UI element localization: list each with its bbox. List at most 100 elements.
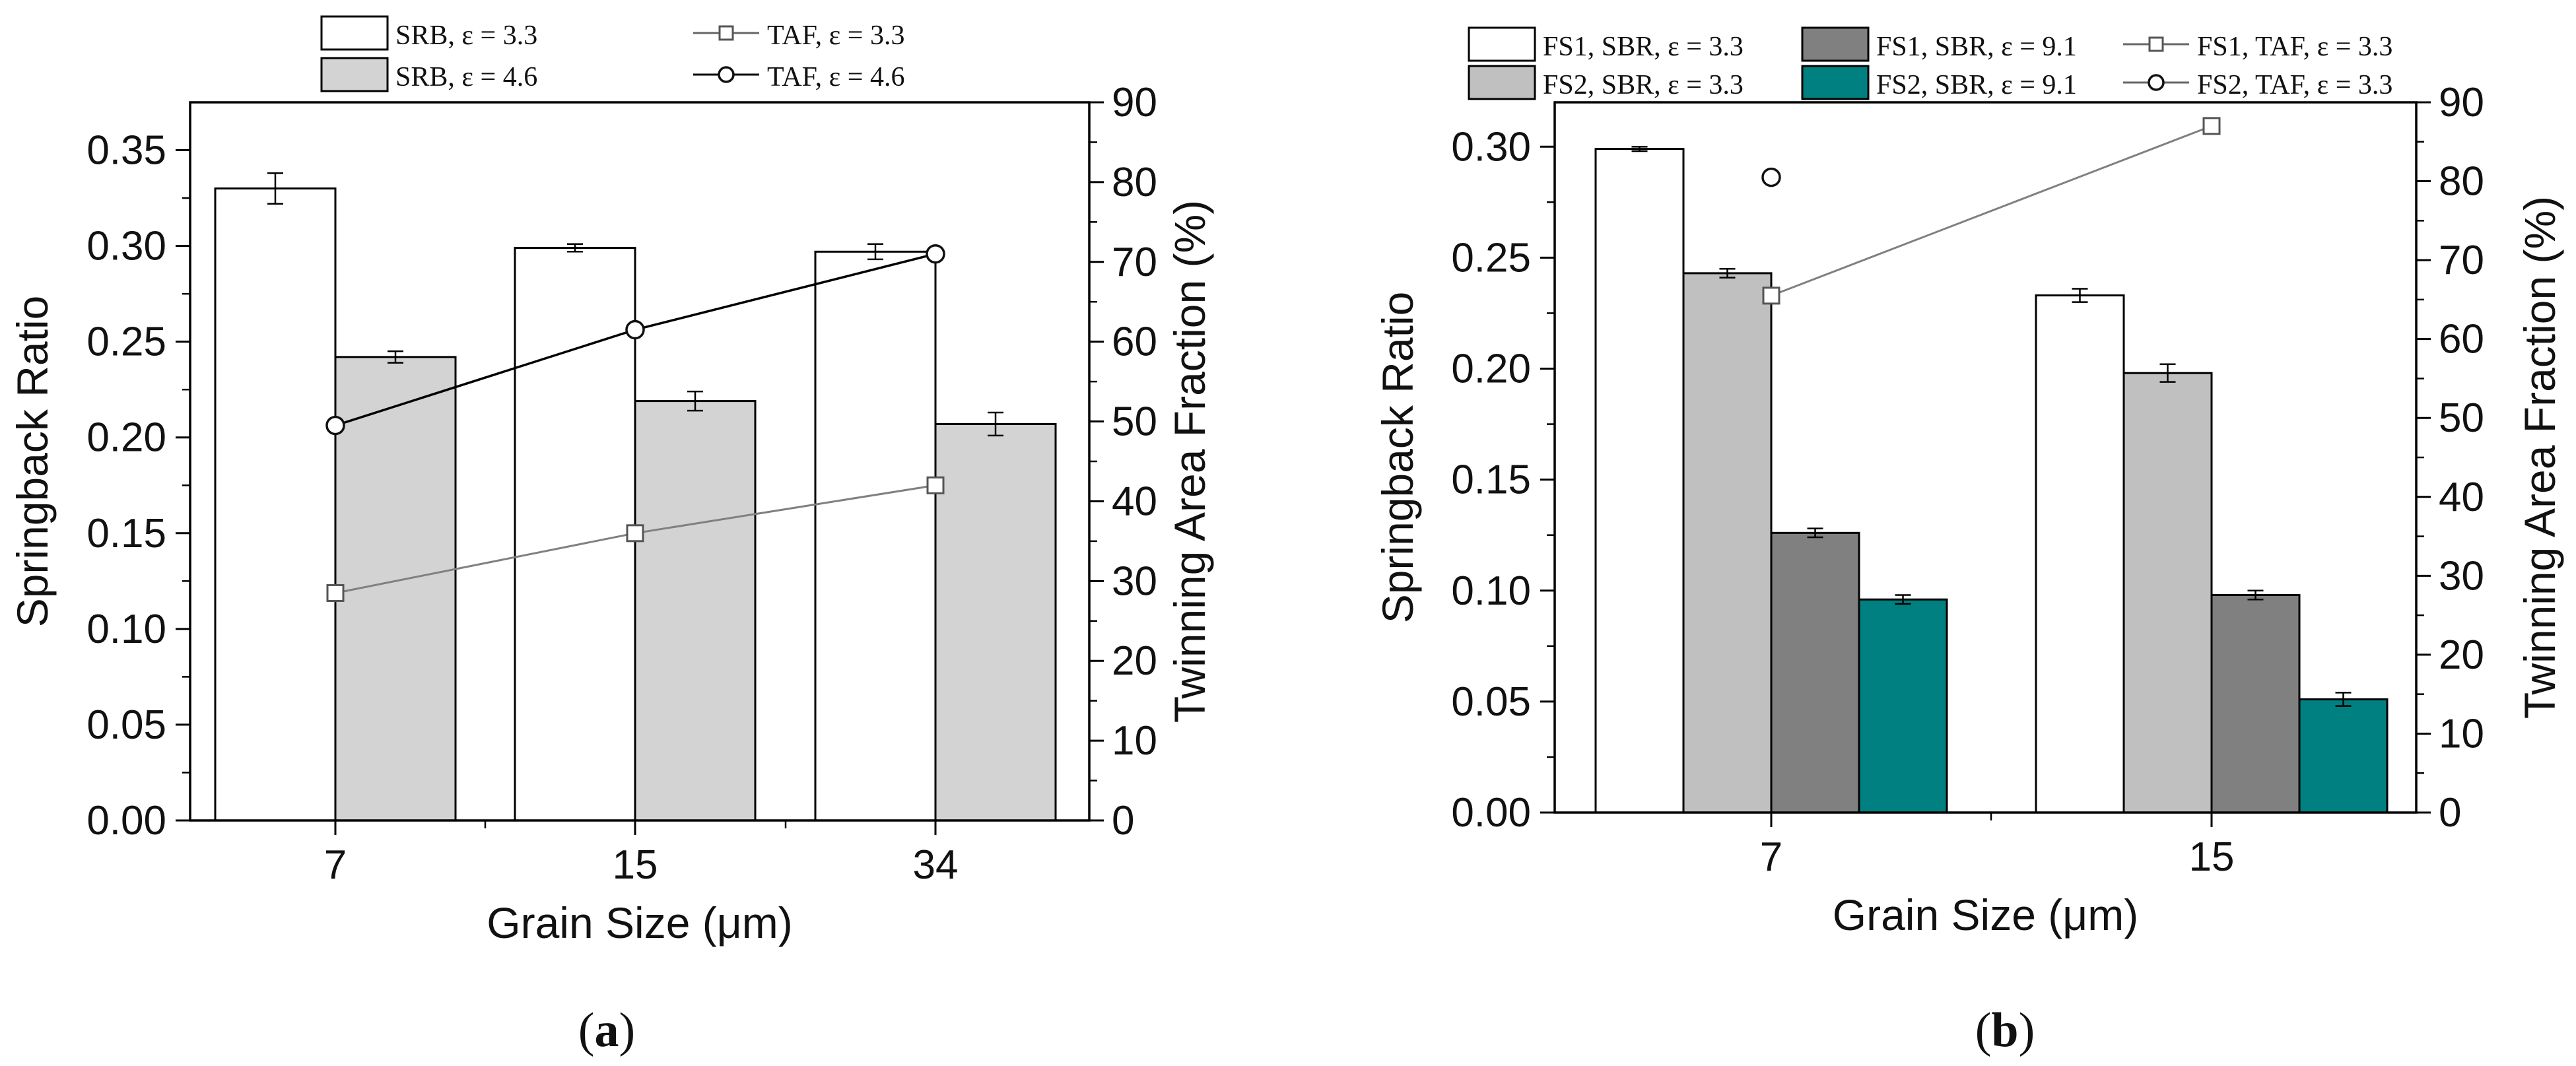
x-axis-title: Grain Size (μm) [1833, 890, 2138, 939]
legend-marker [2148, 74, 2165, 91]
y-tick-label: 0.25 [1451, 235, 1531, 281]
taf-point-circle [1761, 167, 1781, 187]
x-axis-title: Grain Size (μm) [487, 898, 792, 947]
bar-fs2-sbr-3-3-7 [1682, 272, 1773, 814]
legend-label: TAF, ε = 3.3 [767, 20, 904, 51]
y-tick-label: 0.35 [86, 128, 166, 174]
y-tick-label: 0.15 [86, 511, 166, 556]
x-tick-label: 34 [913, 842, 959, 888]
x-tick-label: 15 [2189, 834, 2235, 880]
y-right-tick-label: 40 [1112, 479, 1157, 524]
y-right-tick-label: 20 [1112, 638, 1157, 684]
y-tick-label: 0.05 [1451, 679, 1531, 725]
legend-label: SRB, ε = 4.6 [395, 62, 537, 92]
taf-point-circle [625, 319, 645, 340]
y-right-tick-label: 10 [1112, 718, 1157, 764]
panel-label: (a) [578, 1003, 635, 1057]
y-right-tick-label: 50 [2439, 395, 2484, 441]
bar-fs2-sbr-9-1-7 [1858, 598, 1948, 814]
bar-fs2-sbr-9-1-15 [2298, 698, 2389, 814]
y-right-tick-label: 90 [2439, 80, 2484, 125]
y-tick-label: 0.15 [1451, 457, 1531, 503]
legend-entry: TAF, ε = 3.3 [693, 20, 904, 51]
taf-point-square [1762, 286, 1780, 305]
bar-fs1-sbr-9-1-15 [2210, 593, 2301, 814]
y-right-tick-label: 10 [2439, 711, 2484, 756]
taf-point-circle [926, 244, 945, 264]
panel-label: (b) [1975, 1003, 2035, 1057]
y-tick-label: 0.10 [86, 607, 166, 652]
taf-point-square [326, 583, 345, 602]
y-axis-title: Springback Ratio [1373, 292, 1422, 624]
legend-swatch [320, 57, 389, 92]
legend-label: FS2, TAF, ε = 3.3 [2197, 70, 2392, 100]
y-right-axis-title: Twinning Area Fraction (%) [1165, 200, 1214, 723]
y-right-tick-label: 30 [1112, 558, 1157, 604]
legend-marker [718, 25, 734, 41]
bar-srb-3-3-34 [814, 250, 937, 822]
panel-letter: a [595, 1003, 619, 1057]
legend-marker [718, 66, 735, 83]
y-tick-label: 0.30 [86, 224, 166, 269]
y-right-tick-label: 80 [2439, 159, 2484, 205]
legend-entry: FS1, TAF, ε = 3.3 [2123, 32, 2392, 62]
y-right-tick-label: 50 [1112, 399, 1157, 445]
bar-srb-4-6-15 [634, 400, 757, 822]
y-tick-label: 0.25 [86, 319, 166, 365]
taf-point-square [926, 476, 945, 494]
y-tick-label: 0.30 [1451, 124, 1531, 170]
legend-entry: FS2, TAF, ε = 3.3 [2123, 70, 2392, 100]
legend-label: FS2, SBR, ε = 9.1 [1876, 70, 2077, 100]
legend-marker [2148, 36, 2164, 52]
y-tick-label: 0.00 [1451, 790, 1531, 836]
panel-b-chart: 0.00 0.05 0.10 0.15 0.20 0.25 0.30 0 10 20 30 40 50 6… [1373, 26, 2564, 1057]
x-tick-label: 7 [1760, 834, 1782, 880]
bar-srb-4-6-34 [934, 422, 1057, 822]
y-tick-label: 0.05 [86, 702, 166, 748]
y-right-tick-label: 0 [2439, 790, 2461, 836]
y-right-tick-label: 30 [2439, 553, 2484, 599]
y-right-tick-label: 20 [2439, 632, 2484, 678]
y-right-tick-label: 90 [1112, 80, 1157, 125]
y-right-tick-label: 80 [1112, 160, 1157, 205]
y-tick-label: 0.00 [86, 798, 166, 844]
legend-entry: FS1, SBR, ε = 9.1 [1801, 26, 2077, 62]
panel-a-chart: 0.00 0.05 0.10 0.15 0.20 0.25 0.30 0.35 0 10 20 30 4… [8, 15, 1214, 1057]
bar-fs1-sbr-9-1-7 [1770, 531, 1860, 814]
legend-entry: FS1, SBR, ε = 3.3 [1468, 26, 1744, 62]
taf-line-square [1771, 125, 2212, 297]
legend-entry: SRB, ε = 4.6 [320, 57, 537, 92]
taf-point-square [626, 524, 644, 543]
y-axis-title: Springback Ratio [8, 296, 57, 628]
legend-swatch [1801, 26, 1870, 62]
legend-swatch [1468, 65, 1536, 100]
bar-fs1-sbr-3-3-7 [1594, 148, 1685, 814]
legend-label: FS2, SBR, ε = 3.3 [1543, 70, 1744, 100]
y-right-tick-label: 0 [1112, 798, 1134, 844]
bar-srb-3-3-7 [214, 187, 337, 822]
y-right-tick-label: 40 [2439, 475, 2484, 520]
y-tick-label: 0.10 [1451, 568, 1531, 614]
y-tick-label: 0.20 [1451, 347, 1531, 392]
bar-fs1-sbr-3-3-15 [2035, 294, 2125, 814]
legend-label: FS1, TAF, ε = 3.3 [2197, 32, 2392, 62]
legend-label: SRB, ε = 3.3 [395, 20, 537, 51]
y-right-axis-title: Twinning Area Fraction (%) [2515, 196, 2564, 719]
legend-swatch [320, 15, 389, 51]
taf-point-square [2202, 117, 2221, 135]
legend-entry: FS2, SBR, ε = 3.3 [1468, 65, 1744, 100]
y-right-tick-label: 70 [1112, 240, 1157, 285]
legend-label: FS1, SBR, ε = 9.1 [1876, 32, 2077, 62]
legend-entry: TAF, ε = 4.6 [693, 62, 904, 92]
x-tick-label: 15 [613, 842, 658, 888]
legend-swatch [1468, 26, 1536, 62]
y-right-tick-label: 70 [2439, 238, 2484, 283]
y-right-tick-label: 60 [1112, 319, 1157, 365]
legend-swatch [1801, 65, 1870, 100]
legend-entry: FS2, SBR, ε = 9.1 [1801, 65, 2077, 100]
taf-point-circle [325, 415, 345, 436]
legend-entry: SRB, ε = 3.3 [320, 15, 537, 51]
bar-fs2-sbr-3-3-15 [2122, 372, 2213, 814]
x-tick-label: 7 [324, 842, 347, 888]
